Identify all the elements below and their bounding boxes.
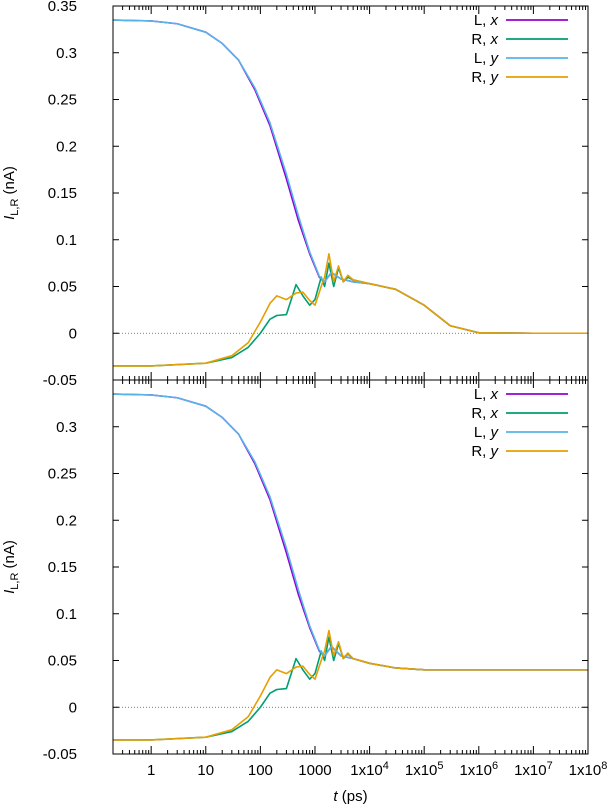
legend: L, x R, x L, y R, y [471, 12, 568, 86]
y-tick-label: -0.05 [43, 746, 77, 763]
y-tick-label: 0.25 [48, 92, 77, 109]
legend: L, x R, x L, y R, y [471, 386, 568, 460]
x-tick-label: 1x106 [459, 760, 498, 779]
legend-entry-label: L, x [474, 386, 499, 403]
y-axis-title: IL,R (nA) [1, 166, 21, 220]
x-tick-label: 10 [197, 762, 214, 779]
chart-panel-bottom: -0.05 0 0.05 0.1 0.15 0.2 0.25 0.3 L, x R, x L, y R… [1, 379, 608, 805]
x-tick-label: 1x105 [405, 760, 444, 779]
y-tick-label: 0.2 [56, 512, 77, 529]
plot-frame [112, 379, 589, 755]
y-tick-label: 0.3 [56, 45, 77, 62]
x-tick-label: 1x108 [569, 760, 608, 779]
series-line-l-y [112, 393, 588, 671]
x-tick-label: 1000 [298, 762, 331, 779]
y-tick-label: 0 [69, 325, 77, 342]
y-tick-label: 0.15 [48, 185, 77, 202]
legend-entry-label: R, y [471, 69, 499, 86]
x-tick-label: 1x104 [350, 760, 389, 779]
legend-entry-label: R, x [471, 31, 498, 48]
series-line-r-x [113, 636, 588, 741]
x-tick-label: 100 [248, 762, 273, 779]
y-tick-label: 0.1 [56, 232, 77, 249]
y-tick-label: 0.25 [48, 466, 77, 483]
legend-entry-label: L, y [474, 50, 500, 67]
series-line-r-y [113, 629, 588, 741]
legend-entry-label: L, x [474, 12, 499, 29]
y-tick-label: 0.35 [48, 0, 77, 15]
plot-frame [112, 5, 589, 381]
legend-entry-label: R, y [471, 443, 499, 460]
y-tick-label: 0.1 [56, 606, 77, 623]
y-tick-label: 0.2 [56, 138, 77, 155]
x-tick-label: 1 [147, 762, 155, 779]
series-line-l-x [112, 393, 588, 671]
y-axis-title: IL,R (nA) [1, 540, 21, 594]
y-tick-label: 0 [69, 699, 77, 716]
y-tick-label: 0.05 [48, 653, 77, 670]
y-tick-label: -0.05 [43, 372, 77, 389]
x-axis-title: t (ps) [333, 788, 367, 805]
y-tick-label: 0.05 [48, 279, 77, 296]
legend-entry-label: L, y [474, 424, 500, 441]
x-tick-label: 1x107 [514, 760, 553, 779]
legend-entry-label: R, x [471, 405, 498, 422]
series-line-r-y [113, 252, 588, 367]
y-tick-label: 0.15 [48, 559, 77, 576]
y-tick-label: 0.3 [56, 419, 77, 436]
series-line-l-x [112, 19, 588, 335]
series-line-l-y [112, 19, 588, 335]
